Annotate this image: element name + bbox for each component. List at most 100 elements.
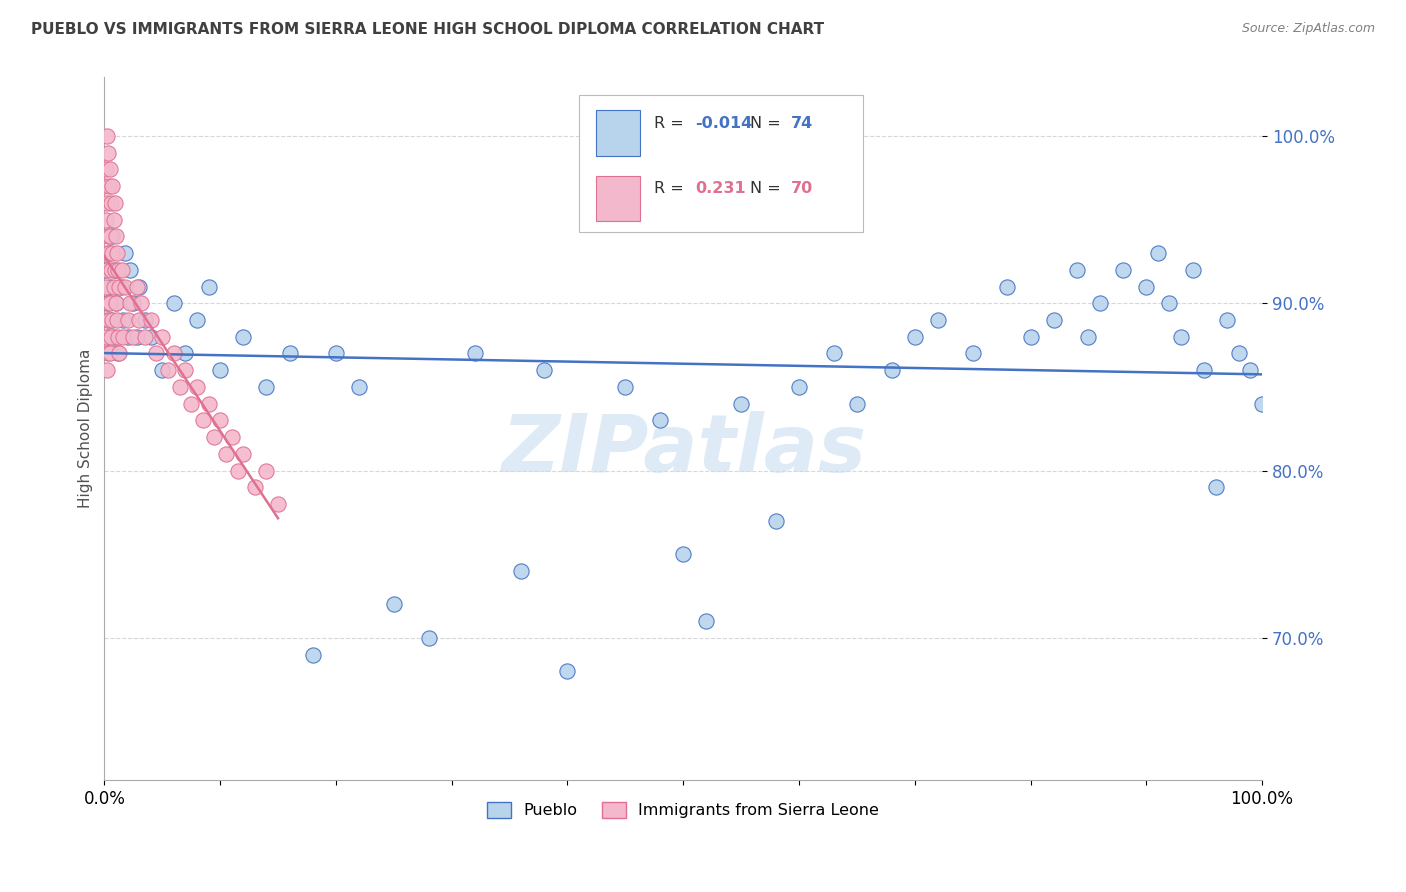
Point xyxy=(118,262,141,277)
Point xyxy=(94,162,117,177)
Point xyxy=(1181,262,1204,277)
Point xyxy=(104,296,127,310)
Point xyxy=(96,296,118,310)
Point xyxy=(695,614,717,628)
Point xyxy=(108,346,131,360)
Point xyxy=(117,313,139,327)
Point xyxy=(97,329,120,343)
Point xyxy=(1170,329,1192,343)
Point xyxy=(96,195,118,210)
Point xyxy=(256,380,278,394)
Point xyxy=(418,631,440,645)
Point xyxy=(125,329,148,343)
Point xyxy=(1147,246,1170,260)
Point xyxy=(97,145,120,160)
Point xyxy=(98,179,121,194)
Point xyxy=(197,279,219,293)
Point xyxy=(98,162,121,177)
Point xyxy=(1019,329,1042,343)
Point xyxy=(97,229,120,244)
Point xyxy=(1227,346,1250,360)
Point xyxy=(1216,313,1239,327)
Point xyxy=(110,279,132,293)
Point xyxy=(111,329,134,343)
Point xyxy=(787,380,810,394)
Point xyxy=(325,346,347,360)
Point xyxy=(98,279,121,293)
Text: N =: N = xyxy=(751,181,782,195)
Point xyxy=(94,329,117,343)
Point xyxy=(104,262,127,277)
Point xyxy=(1066,262,1088,277)
Point xyxy=(995,279,1018,293)
Point xyxy=(174,363,197,377)
Text: N =: N = xyxy=(751,116,782,131)
Point xyxy=(202,430,225,444)
Point xyxy=(98,313,121,327)
Point xyxy=(180,396,202,410)
Point xyxy=(103,212,125,227)
Point xyxy=(104,262,127,277)
Point xyxy=(186,380,208,394)
Point xyxy=(648,413,671,427)
Point xyxy=(104,296,127,310)
Point xyxy=(98,246,121,260)
Point xyxy=(98,346,121,360)
Point xyxy=(962,346,984,360)
Point xyxy=(221,430,243,444)
Point xyxy=(96,262,118,277)
Point xyxy=(1112,262,1135,277)
Point xyxy=(215,447,238,461)
Point xyxy=(845,396,868,410)
Point xyxy=(96,128,118,143)
Point xyxy=(104,229,127,244)
Point xyxy=(1135,279,1157,293)
Point xyxy=(107,262,129,277)
Point xyxy=(232,329,254,343)
Point xyxy=(278,346,301,360)
Point xyxy=(97,346,120,360)
Point xyxy=(111,313,134,327)
Point xyxy=(122,296,145,310)
Point xyxy=(128,279,150,293)
Point xyxy=(131,296,153,310)
Point xyxy=(823,346,845,360)
Point xyxy=(765,514,787,528)
Point xyxy=(100,329,122,343)
Point xyxy=(904,329,927,343)
Point xyxy=(157,363,180,377)
Point xyxy=(101,179,124,194)
Point xyxy=(105,313,128,327)
Text: R =: R = xyxy=(654,116,683,131)
Point xyxy=(96,363,118,377)
Point xyxy=(1239,363,1261,377)
Point xyxy=(122,329,145,343)
Text: 70: 70 xyxy=(790,181,813,195)
Point xyxy=(100,313,122,327)
Point xyxy=(150,329,173,343)
Point xyxy=(93,246,115,260)
Point xyxy=(1088,296,1111,310)
Point xyxy=(614,380,637,394)
Text: ZIPatlas: ZIPatlas xyxy=(501,411,866,489)
Point xyxy=(114,279,136,293)
Point xyxy=(114,246,136,260)
Point xyxy=(382,597,405,611)
Point xyxy=(93,179,115,194)
Y-axis label: High School Diploma: High School Diploma xyxy=(79,349,93,508)
Point xyxy=(169,380,191,394)
Point xyxy=(107,329,129,343)
Text: R =: R = xyxy=(654,181,683,195)
Point xyxy=(107,346,129,360)
Point xyxy=(134,313,156,327)
Point xyxy=(125,279,148,293)
Point xyxy=(118,296,141,310)
Point xyxy=(1077,329,1099,343)
Point xyxy=(533,363,555,377)
Point xyxy=(103,329,125,343)
Point xyxy=(1159,296,1181,310)
Point xyxy=(117,329,139,343)
Point xyxy=(98,296,121,310)
Point xyxy=(163,346,186,360)
Point xyxy=(128,313,150,327)
